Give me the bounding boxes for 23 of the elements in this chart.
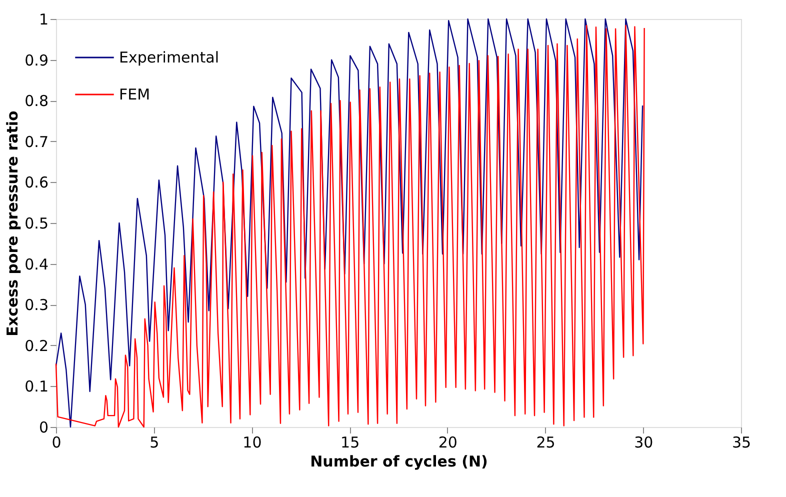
y-tick-label: 0.1 bbox=[24, 378, 48, 396]
x-axis-title: Number of cycles (N) bbox=[310, 452, 488, 470]
x-tick-label: 25 bbox=[536, 434, 556, 452]
y-tick-label: 0.8 bbox=[24, 92, 48, 110]
x-tick-label: 30 bbox=[634, 434, 654, 452]
y-tick-label: 1 bbox=[38, 10, 48, 28]
y-tick-label: 0.9 bbox=[24, 51, 48, 70]
x-tick-label: 20 bbox=[438, 434, 458, 452]
y-tick-label: 0.3 bbox=[24, 296, 48, 314]
x-tick-label: 5 bbox=[150, 434, 160, 452]
y-tick-label: 0.7 bbox=[24, 132, 48, 151]
y-tick-label: 0 bbox=[38, 418, 48, 436]
y-tick-label: 0.4 bbox=[24, 255, 48, 274]
legend-label: Experimental bbox=[119, 48, 220, 66]
y-tick-label: 0.2 bbox=[24, 336, 48, 355]
y-tick-label: 0.5 bbox=[24, 214, 48, 232]
legend-label: FEM bbox=[119, 86, 150, 104]
x-tick-label: 0 bbox=[52, 434, 62, 452]
x-tick-label: 10 bbox=[242, 434, 262, 452]
y-axis-title: Excess pore pressure ratio bbox=[4, 110, 22, 336]
x-tick-label: 35 bbox=[732, 434, 752, 452]
x-tick-label: 15 bbox=[340, 434, 360, 452]
y-tick-label: 0.6 bbox=[24, 174, 48, 192]
